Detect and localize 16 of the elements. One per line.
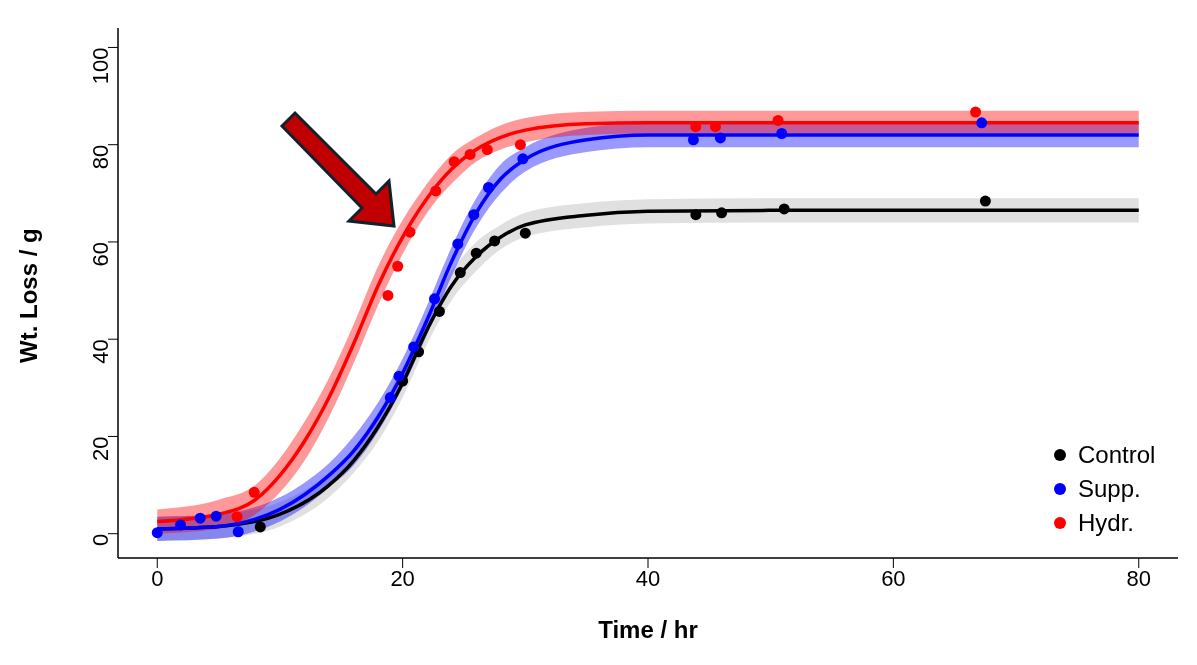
x-tick-label: 20	[390, 565, 415, 591]
x-tick-label: 0	[151, 565, 164, 591]
y-axis-title: Wt. Loss / g	[14, 228, 42, 363]
legend-label: Supp.	[1078, 475, 1141, 503]
x-tick-label: 40	[635, 565, 661, 591]
x-tick-label: 60	[881, 565, 906, 591]
y-tick-label: 80	[87, 144, 113, 170]
x-tick-label: 80	[1126, 565, 1151, 591]
y-tick-label: 60	[87, 241, 113, 267]
y-tick-label: 40	[87, 339, 113, 364]
legend-label: Hydr.	[1078, 509, 1135, 537]
legend-label: Control	[1078, 441, 1156, 469]
y-tick-label: 100	[87, 47, 113, 85]
x-axis-title: Time / hr	[598, 616, 698, 643]
y-tick-label: 0	[87, 533, 113, 546]
y-tick-label: 20	[87, 436, 113, 461]
